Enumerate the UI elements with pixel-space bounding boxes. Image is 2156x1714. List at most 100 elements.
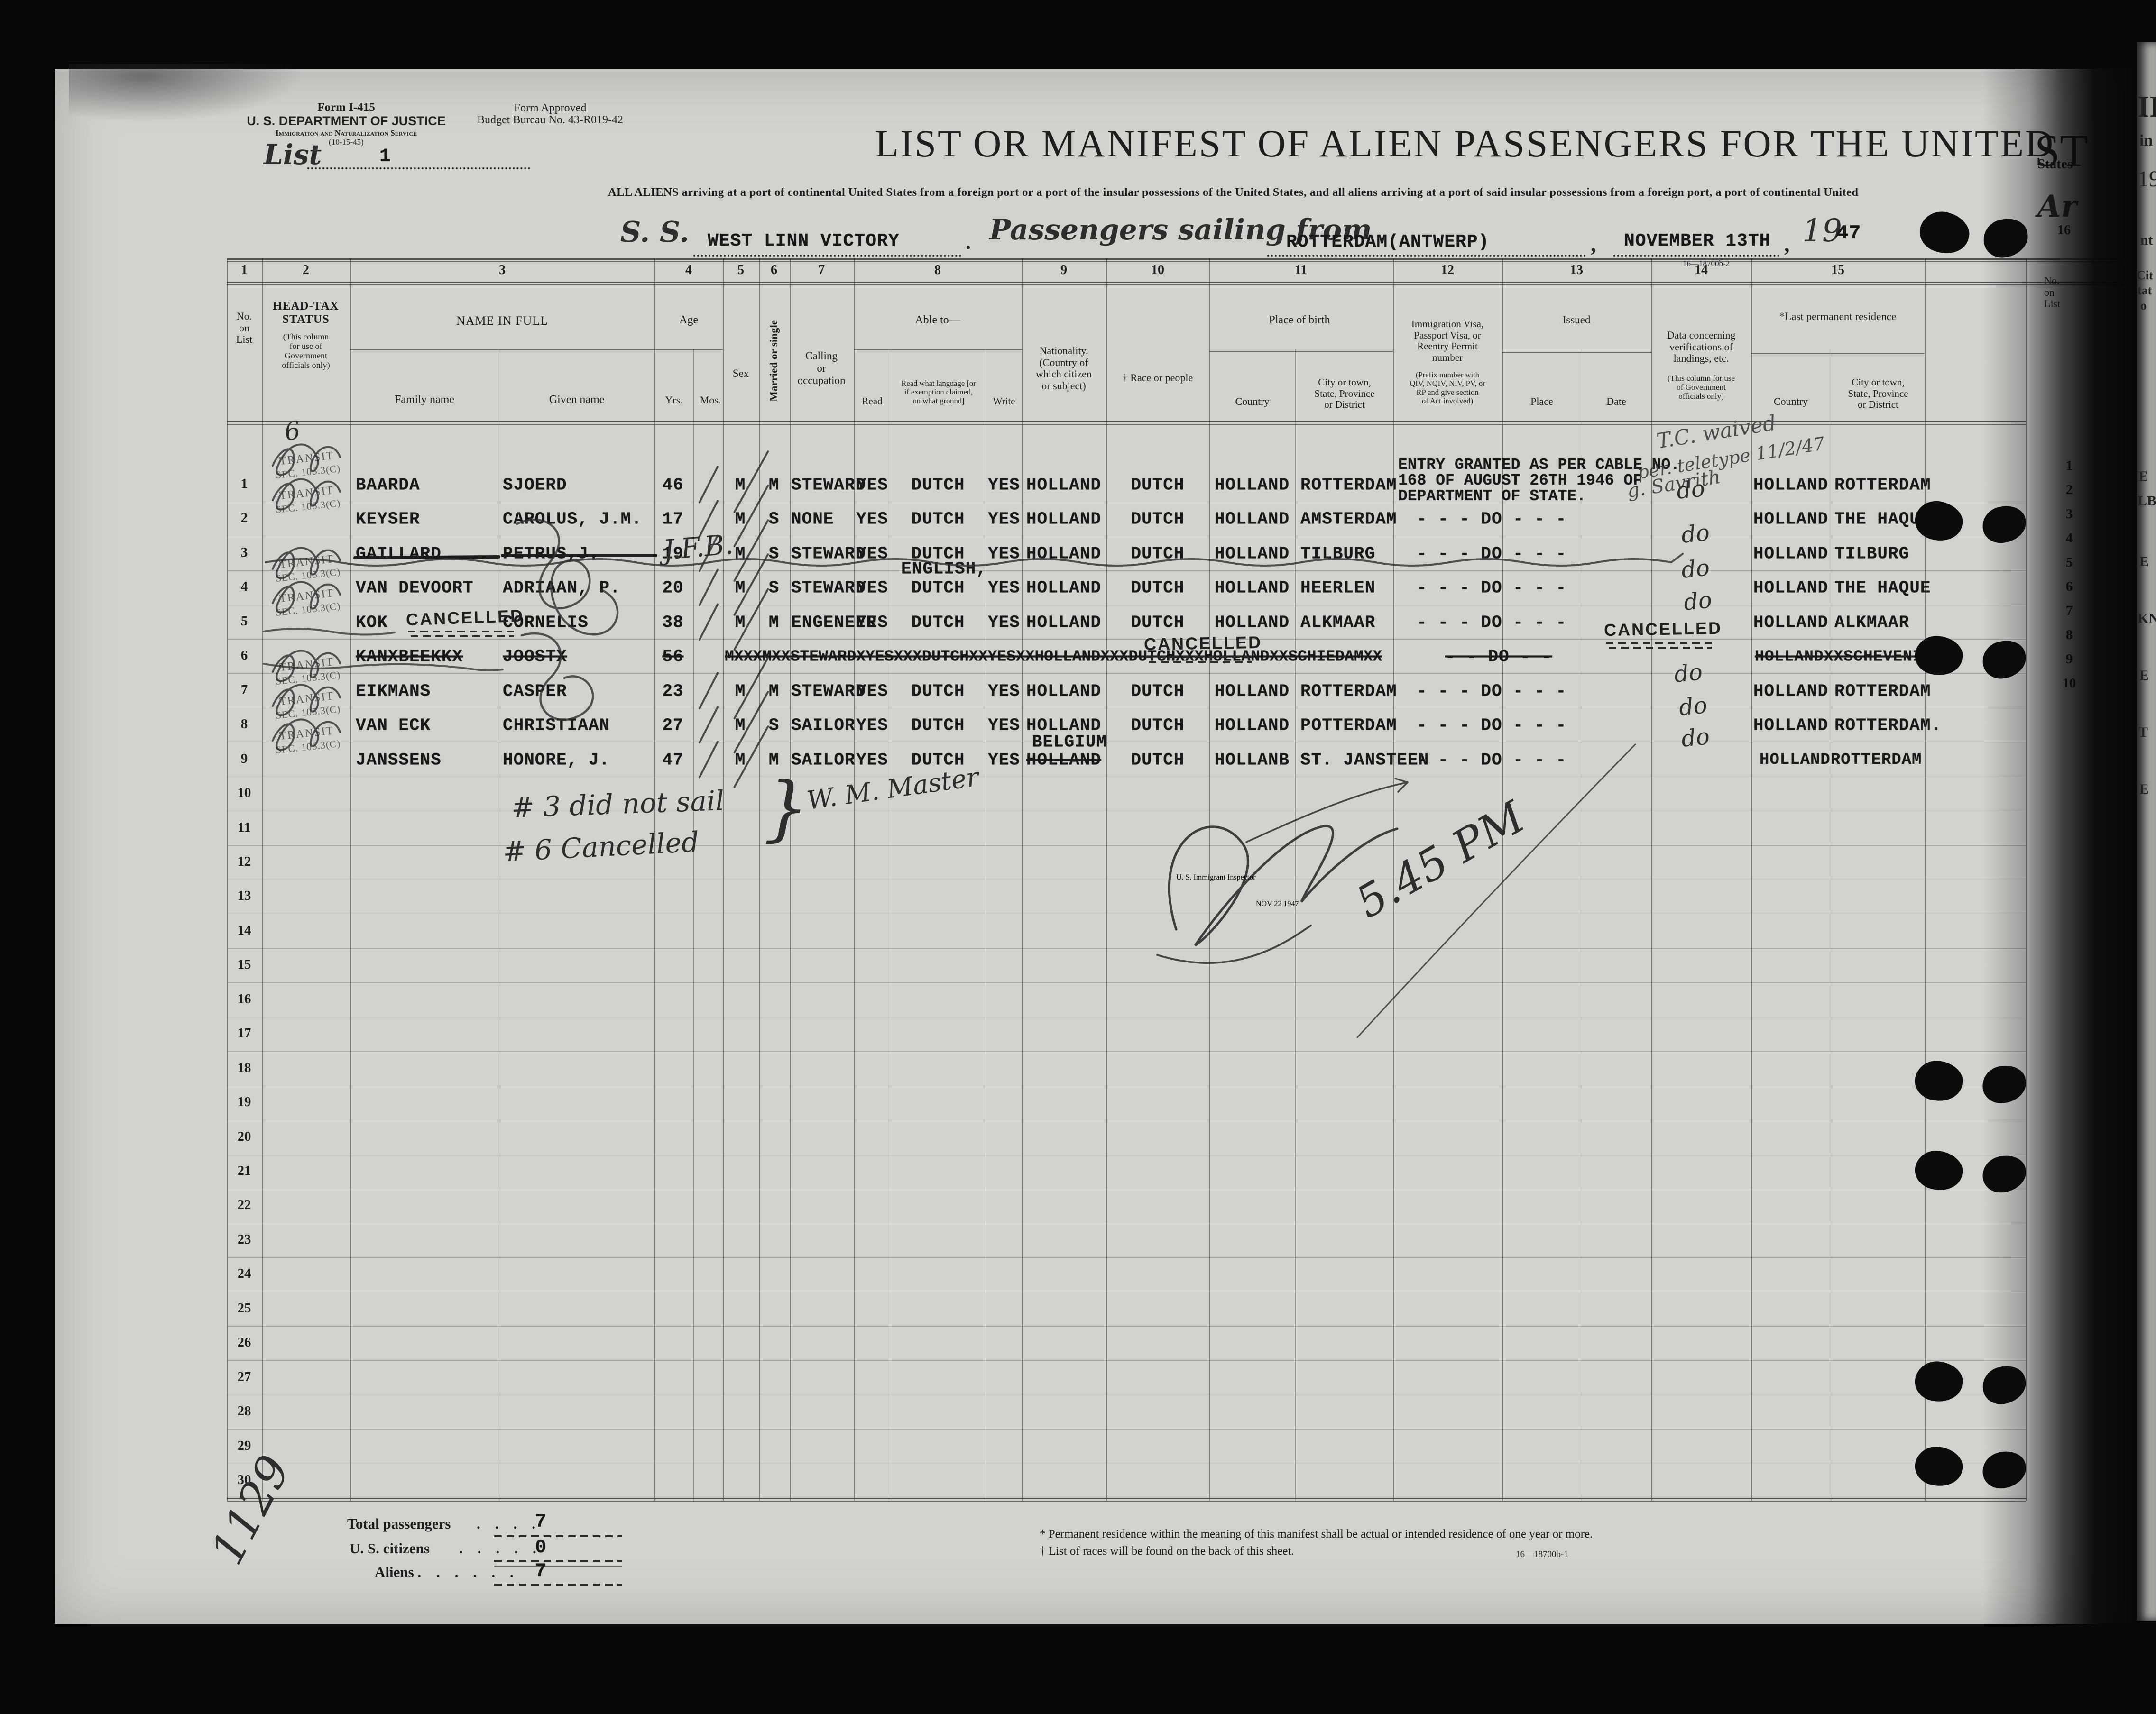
cell-read: YES: [856, 578, 888, 598]
cell-birth-country: HOLLAND: [1214, 544, 1290, 564]
date-received-stamp: NOV 22 1947: [1256, 900, 1299, 908]
cell-visa: - - - DO - - -: [1416, 613, 1567, 632]
cell-birth-country: HOLLAND: [1214, 613, 1290, 632]
row-number-label: 15: [237, 957, 251, 972]
do-mark: do: [1677, 692, 1709, 721]
cell-race: DUTCH: [1131, 750, 1185, 770]
us-citizens-line: [494, 1560, 622, 1562]
cell-nationality: HOLLAND: [1026, 715, 1102, 735]
port-underline: [1267, 254, 1586, 257]
row-number-label: 25: [237, 1300, 251, 1316]
cancelled-underline-3: [1606, 642, 1715, 644]
column-number: 11: [1294, 263, 1308, 277]
row-number-label: 7: [240, 682, 248, 697]
cell-visa: - - - DO - - -: [1416, 715, 1567, 735]
ss-label: S. S.: [620, 216, 690, 249]
cell-crossed-line: MXXXMXXSTEWARDXYESXXXDUTCHXXYESXXHOLLAND…: [725, 648, 1382, 666]
cell-sex: M: [735, 681, 746, 701]
cell-calling: SAILOR: [791, 715, 856, 735]
table-rule: [227, 421, 2026, 422]
cell-race: DUTCH: [1131, 715, 1185, 735]
row-number-label: 19: [237, 1094, 251, 1110]
cell-res-city: ROTTERDAM: [1834, 681, 1931, 701]
cell-sex: M: [735, 578, 746, 598]
us-citizens-label: U. S. citizens: [350, 1540, 430, 1557]
cell-family: KANXBEEKKX: [356, 647, 463, 667]
port-value: ROTTERDAM(ANTWERP): [1286, 232, 1490, 252]
hdr-res-city: City or town, State, Province or Distric…: [1848, 376, 1908, 411]
cancelled-underline-1b: [411, 635, 514, 637]
do-mark: do: [1680, 554, 1711, 584]
column-number: 13: [1570, 263, 1583, 277]
print-code-top: 16—18700b-2: [1683, 259, 1730, 268]
ship-period: .: [966, 230, 971, 254]
row-number-label: 11: [238, 819, 251, 835]
cell-res-city: ALKMAAR: [1834, 613, 1910, 632]
year-prefix: 19: [1802, 212, 1842, 249]
sliver-text-fragment: II: [2138, 90, 2156, 123]
header-span-divider: [1209, 351, 1393, 352]
cell-calling: STEWARD: [791, 681, 866, 701]
list-label: List: [264, 138, 322, 171]
table-column-line: [1502, 258, 1503, 1501]
cell-birth-country: HOLLAND: [1214, 509, 1290, 529]
page-fold-shadow: [1982, 0, 2137, 1714]
cell-nationality: HOLLAND: [1026, 681, 1102, 701]
cell-age-yrs: 56: [662, 647, 684, 667]
sliver-text-fragment: KN: [2138, 611, 2156, 626]
total-passengers-dots: . . . .: [477, 1515, 535, 1532]
year-suffix: 47: [1836, 222, 1861, 245]
hdr-place-of-birth: Place of birth: [1269, 314, 1330, 326]
jfb-initials: J.F.B.: [662, 528, 735, 567]
row-line: [227, 570, 2026, 571]
aliens-label: Aliens .: [375, 1564, 422, 1580]
brace-mark: }: [764, 767, 809, 850]
cell-calling: ENGENEER: [791, 613, 877, 632]
cancelled-stamp-3: CANCELLED: [1603, 618, 1723, 640]
cell-res-country: HOLLAND: [1753, 475, 1829, 495]
row-number-label: 6: [240, 648, 248, 663]
hdr-able-to: Able to—: [915, 314, 960, 326]
cell-birth-city: POTTERDAM: [1300, 715, 1397, 735]
column-number: 4: [685, 263, 692, 277]
table-column-line: [759, 258, 760, 1501]
us-citizens-value: 0: [535, 1537, 547, 1558]
cell-residence: HOLLANDROTTERDAM: [1760, 751, 1922, 769]
cell-write: YES: [988, 681, 1020, 701]
sailing-from-label: Passengers sailing from: [989, 213, 1372, 247]
column-number: 5: [737, 263, 744, 277]
row-number-label: 3: [240, 544, 248, 560]
table-column-line: [227, 258, 228, 1501]
row-number-label: 24: [237, 1266, 251, 1282]
table-rule: [227, 424, 2026, 425]
cell-family: EIKMANS: [356, 681, 431, 701]
aliens-line: [494, 1584, 622, 1586]
cell-age-yrs: 27: [662, 715, 684, 735]
total-passengers-label: Total passengers: [347, 1515, 451, 1532]
hdr-read: Read: [862, 395, 883, 407]
row-number-label: 12: [237, 853, 251, 869]
us-citizens-dots: . . . . .: [459, 1540, 536, 1557]
table-column-line: [790, 258, 791, 1501]
cell-language: DUTCH: [911, 613, 965, 632]
cell-write: YES: [988, 578, 1020, 598]
list-number: 1: [379, 146, 392, 167]
cell-birth-city: ALKMAAR: [1300, 613, 1376, 632]
do-mark: do: [1680, 723, 1711, 752]
cell-age-yrs: 46: [662, 475, 684, 495]
column-number: 6: [771, 263, 777, 277]
cell-write: YES: [988, 613, 1020, 632]
hdr-nationality: Nationality. (Country of which citizen o…: [1036, 345, 1092, 392]
cell-language: DUTCH: [911, 509, 965, 529]
cell-nationality: HOLLAND: [1026, 750, 1102, 770]
hdr-given-name: Given name: [549, 394, 605, 406]
header-span-divider: [350, 349, 723, 350]
cell-nationality: HOLLAND: [1026, 578, 1102, 598]
list-underline: [307, 167, 530, 169]
cell-birth-country: HOLLAND: [1214, 681, 1290, 701]
column-number: 10: [1151, 263, 1164, 277]
row-line: [227, 1051, 2026, 1052]
ship-underline: [693, 254, 961, 257]
row-number-label: 27: [237, 1369, 251, 1384]
hdr-married: Married or single: [768, 320, 780, 402]
